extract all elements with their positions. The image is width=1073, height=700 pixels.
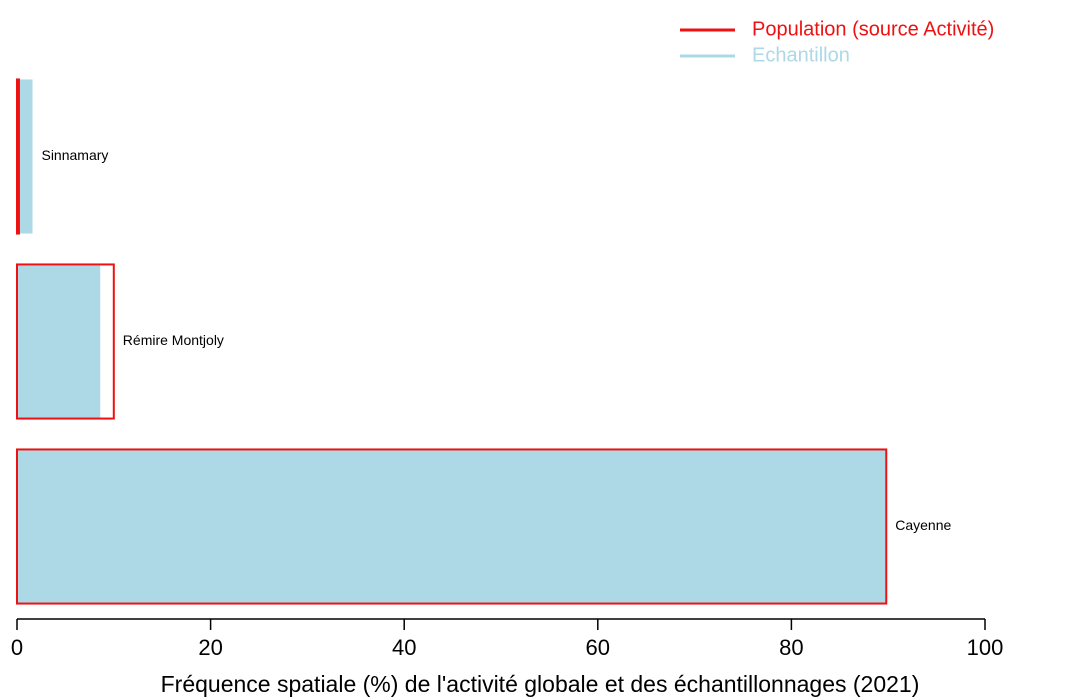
bar [16, 448, 888, 605]
x-tick-label: 100 [967, 635, 1004, 660]
bar [16, 78, 20, 235]
category-label: Rémire Montjoly [123, 332, 224, 348]
category-label: Sinnamary [41, 147, 108, 163]
x-tick-label: 80 [779, 635, 803, 660]
x-tick-label: 20 [198, 635, 222, 660]
x-tick-label: 0 [11, 635, 23, 660]
bar [16, 263, 115, 420]
x-tick-label: 60 [586, 635, 610, 660]
legend-label: Population (source Activité) [752, 18, 994, 40]
bar [17, 79, 33, 234]
legend-label: Echantillon [752, 44, 850, 66]
bar [17, 264, 101, 419]
x-axis-title: Fréquence spatiale (%) de l'activité glo… [161, 671, 920, 697]
category-label: Cayenne [895, 517, 951, 533]
bar [17, 449, 887, 604]
x-tick-label: 40 [392, 635, 416, 660]
